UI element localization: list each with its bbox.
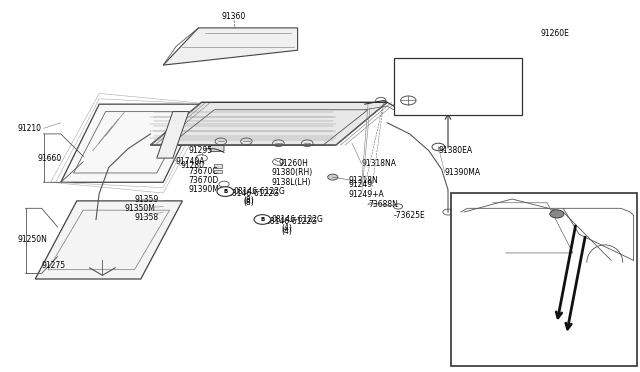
Text: 91359: 91359	[134, 195, 159, 203]
Text: B: B	[223, 189, 227, 194]
Text: F/STD ROOF: F/STD ROOF	[400, 72, 446, 81]
FancyBboxPatch shape	[210, 145, 224, 151]
Text: 91350M: 91350M	[125, 204, 156, 213]
Text: B: B	[260, 217, 264, 222]
Polygon shape	[61, 104, 202, 182]
Text: 91275: 91275	[42, 262, 66, 270]
Text: 91210: 91210	[18, 124, 42, 133]
Text: 08146-6122G: 08146-6122G	[266, 217, 317, 226]
Text: 91660: 91660	[37, 154, 61, 163]
Text: 91260H: 91260H	[278, 159, 308, 168]
Text: 91249: 91249	[349, 180, 373, 189]
Text: 91740A: 91740A	[176, 157, 205, 166]
Text: 91358: 91358	[134, 213, 159, 222]
Text: 73670C: 73670C	[189, 167, 218, 176]
Text: 9138L(LH): 9138L(LH)	[272, 178, 312, 187]
Text: 91380EA: 91380EA	[438, 146, 472, 155]
Text: 73670D: 73670D	[189, 176, 219, 185]
Text: (4): (4)	[282, 224, 292, 233]
Text: 91295: 91295	[189, 146, 213, 155]
Text: 08146-6122G: 08146-6122G	[234, 187, 285, 196]
Text: (8): (8)	[243, 196, 254, 205]
Circle shape	[217, 187, 234, 196]
Circle shape	[328, 174, 338, 180]
Text: (4): (4)	[282, 227, 292, 236]
Bar	[214, 164, 222, 168]
Text: 91318NA: 91318NA	[362, 159, 397, 168]
Text: (8): (8)	[243, 198, 254, 207]
Text: 73688N: 73688N	[368, 200, 398, 209]
Text: 91390MA: 91390MA	[445, 169, 481, 177]
Text: 91250N: 91250N	[18, 235, 48, 244]
Polygon shape	[150, 102, 387, 145]
Circle shape	[254, 215, 271, 224]
Text: 08146-6122G: 08146-6122G	[272, 215, 324, 224]
Text: J7360031: J7360031	[547, 343, 584, 352]
Text: 91380E: 91380E	[416, 89, 445, 97]
Text: 91390M: 91390M	[189, 185, 220, 194]
Text: 91318N: 91318N	[349, 176, 378, 185]
Text: 91260E: 91260E	[541, 29, 570, 38]
Text: -73625E: -73625E	[394, 211, 426, 220]
Polygon shape	[35, 201, 182, 279]
Text: 91249+A: 91249+A	[349, 190, 385, 199]
Text: 91280: 91280	[180, 161, 205, 170]
Bar	[394, 58, 522, 115]
Text: 91360: 91360	[221, 12, 246, 21]
Polygon shape	[163, 28, 298, 65]
Text: 91380(RH): 91380(RH)	[272, 169, 313, 177]
Polygon shape	[157, 112, 189, 158]
Text: 08146-6122G: 08146-6122G	[227, 189, 279, 198]
Bar	[451, 193, 637, 366]
Circle shape	[550, 210, 564, 218]
Bar	[214, 170, 222, 173]
